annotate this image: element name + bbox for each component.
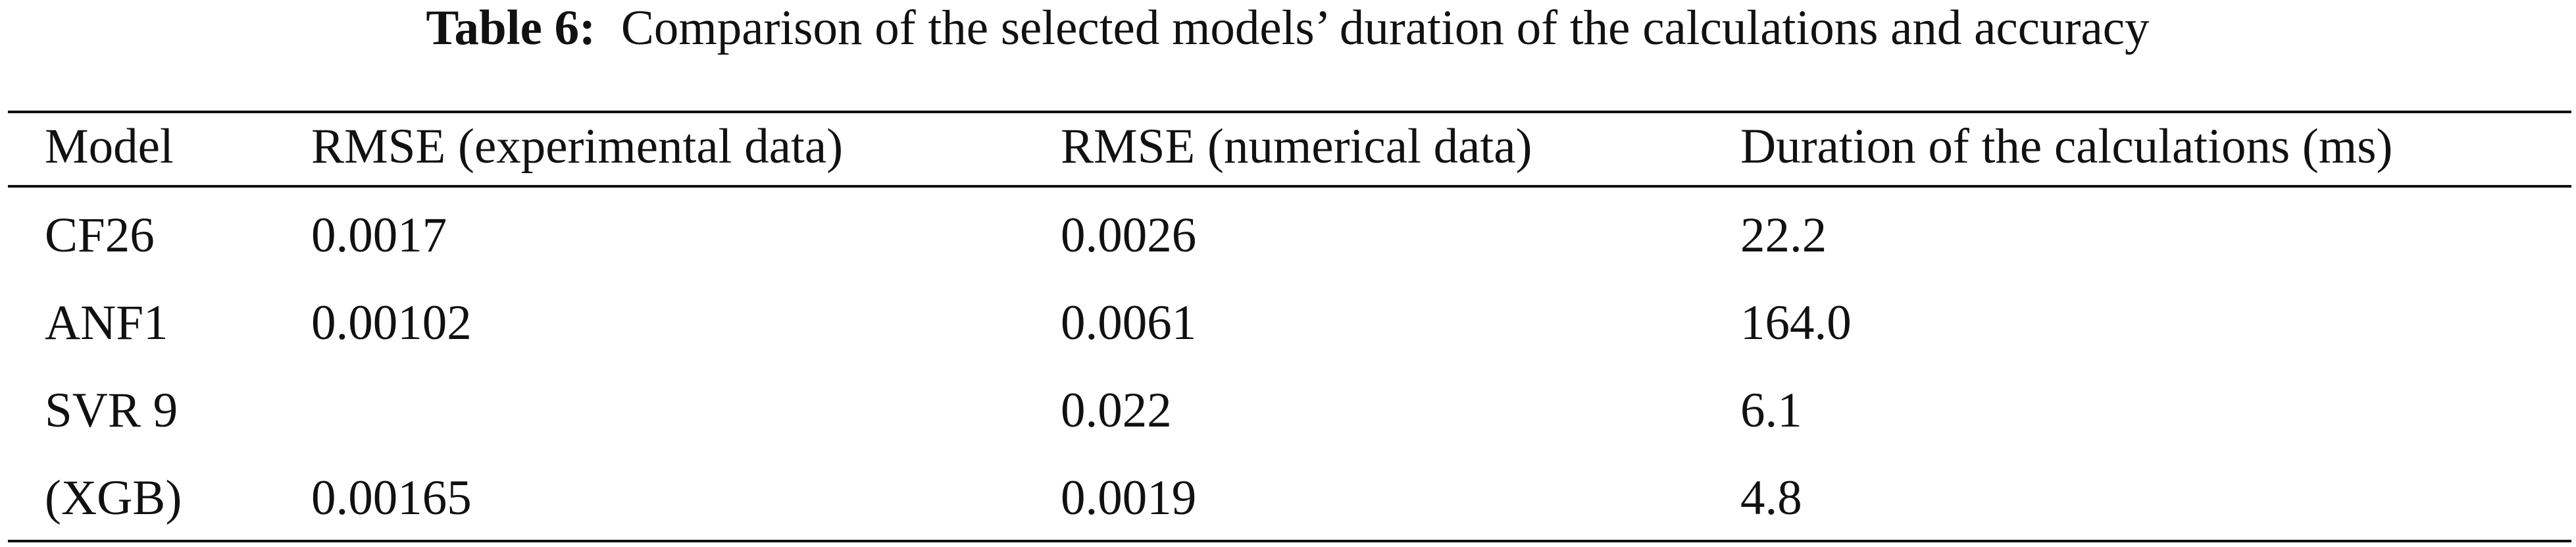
table-cell: 0.0026 [1061, 208, 1196, 263]
table-label: Table 6: [426, 1, 595, 55]
column-header: RMSE (numerical data) [1061, 119, 1532, 174]
row-label: (XGB) [45, 471, 182, 525]
table-title: Table 6: Comparison of the selected mode… [426, 1, 2150, 55]
table-caption: Comparison of the selected models’ durat… [621, 1, 2150, 55]
table-cell: 0.00102 [311, 296, 472, 350]
row-label: SVR 9 [45, 383, 178, 438]
table-cell: 0.0061 [1061, 296, 1196, 350]
table-cell: 22.2 [1740, 208, 1827, 263]
column-header: RMSE (experimental data) [311, 119, 843, 174]
table-cell: 4.8 [1740, 471, 1802, 525]
table-cell: 0.00165 [311, 471, 472, 525]
table-cell: 0.022 [1061, 383, 1172, 438]
table-cell: 0.0017 [311, 208, 447, 263]
table-cell: 6.1 [1740, 383, 1802, 438]
row-label: ANF1 [45, 296, 168, 350]
column-header: Duration of the calculations (ms) [1740, 119, 2392, 174]
table-cell: 0.0019 [1061, 471, 1196, 525]
table-cell: 164.0 [1740, 296, 1852, 350]
column-header: Model [45, 119, 174, 174]
row-label: CF26 [45, 208, 155, 263]
